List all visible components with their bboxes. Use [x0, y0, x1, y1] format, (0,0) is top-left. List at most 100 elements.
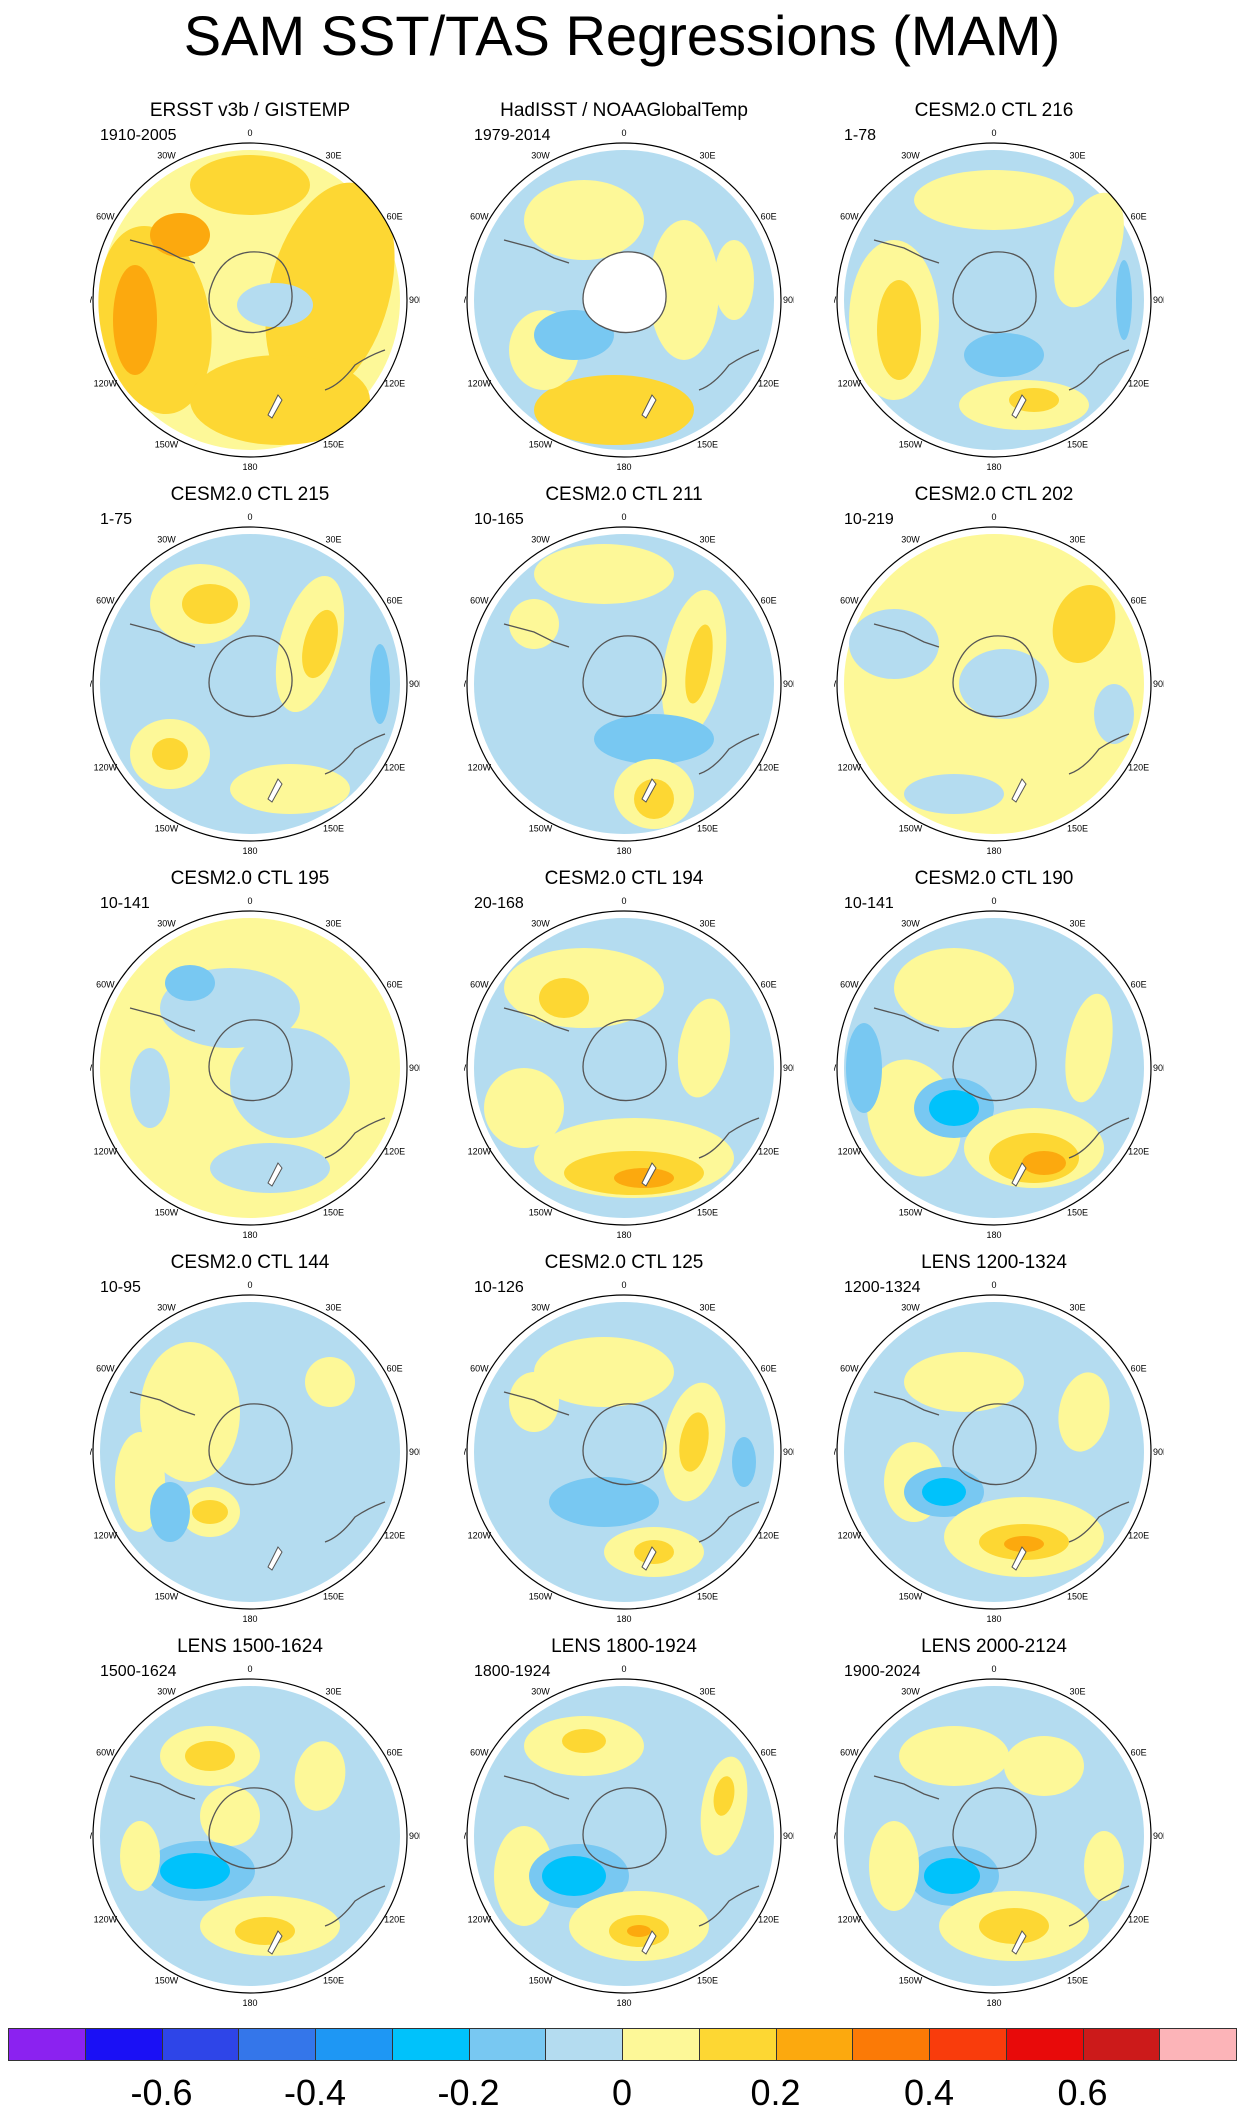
- longitude-label: 30E: [325, 150, 341, 160]
- panel-period: 1910-2005: [100, 127, 177, 144]
- south-america-coastline: [503, 1391, 570, 1416]
- longitude-label: 0: [247, 896, 252, 906]
- longitude-label: 60W: [840, 212, 859, 222]
- longitude-label: 150W: [529, 824, 553, 834]
- anomaly-contour: [509, 1372, 559, 1432]
- anomaly-contour: [677, 998, 731, 1098]
- australia-coastline: [698, 349, 760, 391]
- anomaly-contour: [230, 1028, 350, 1138]
- panel-title: CESM2.0 CTL 215: [170, 484, 330, 505]
- longitude-label: 90W: [90, 1063, 93, 1073]
- longitude-label: 30E: [325, 1686, 341, 1696]
- longitude-label: 30W: [157, 918, 176, 928]
- longitude-label: 60W: [840, 1748, 859, 1758]
- longitude-label: 90E: [1153, 1831, 1164, 1841]
- antarctica-coastline: [208, 1787, 293, 1870]
- map-boundary: [92, 526, 408, 842]
- anomaly-contour: [732, 1437, 756, 1487]
- longitude-label: 30E: [699, 918, 715, 928]
- longitude-label: 0: [247, 128, 252, 138]
- longitude-label: 30E: [325, 1302, 341, 1312]
- longitude-label: 120W: [838, 1915, 862, 1925]
- longitude-label: 90E: [1153, 1063, 1164, 1073]
- anomaly-contour: [130, 1048, 170, 1128]
- anomaly-contour: [685, 624, 713, 704]
- longitude-label: 150E: [1067, 824, 1088, 834]
- longitude-label: 30W: [901, 534, 920, 544]
- longitude-label: 180: [986, 1998, 1001, 2008]
- longitude-label: 30E: [699, 1686, 715, 1696]
- anomaly-contour: [869, 1821, 919, 1911]
- map-boundary: [466, 1678, 782, 1994]
- longitude-label: 150E: [1067, 1592, 1088, 1602]
- longitude-label: 180: [616, 1998, 631, 2008]
- map-panel: 0 30E 60E 90E 120E 150E 180 150W 120W 90W 60W 30W CE…: [834, 868, 1234, 1268]
- longitude-label: 30E: [325, 534, 341, 544]
- panel-title: CESM2.0 CTL 216: [914, 100, 1074, 121]
- longitude-label: 60W: [470, 596, 489, 606]
- longitude-label: 120W: [468, 1915, 492, 1925]
- longitude-label: 30W: [531, 150, 550, 160]
- colorbar-swatch: [84, 2028, 163, 2061]
- longitude-label: 120E: [758, 1915, 779, 1925]
- antarctica-coastline: [952, 1787, 1037, 1870]
- longitude-label: 60E: [387, 212, 403, 222]
- anomaly-contour: [524, 180, 644, 260]
- longitude-label: 120E: [1128, 763, 1149, 773]
- antarctica-coastline: [582, 1787, 667, 1870]
- anomaly-contour: [150, 213, 210, 257]
- map-boundary: [836, 1294, 1152, 1610]
- anomaly-contour: [979, 1908, 1049, 1944]
- panel-period: 1-75: [100, 511, 133, 528]
- south-america-coastline: [873, 1775, 940, 1800]
- longitude-label: 30W: [157, 150, 176, 160]
- anomaly-contour: [235, 1917, 295, 1945]
- longitude-label: 150W: [899, 1976, 923, 1986]
- longitude-label: 150E: [1067, 440, 1088, 450]
- antarctica-coastline: [208, 251, 293, 334]
- anomaly-contour: [113, 265, 157, 375]
- longitude-label: 180: [986, 846, 1001, 856]
- antarctica-coastline: [208, 1403, 293, 1486]
- panel-title: CESM2.0 CTL 211: [545, 484, 703, 505]
- longitude-label: 30W: [531, 534, 550, 544]
- longitude-label: 150W: [155, 824, 179, 834]
- longitude-label: 30W: [901, 150, 920, 160]
- anomaly-contour: [1022, 1151, 1066, 1175]
- south-america-coastline: [503, 1775, 570, 1800]
- new-zealand-coastline: [267, 778, 283, 803]
- south-america-coastline: [873, 1007, 940, 1032]
- new-zealand-coastline: [641, 778, 657, 803]
- longitude-label: 120W: [468, 1147, 492, 1157]
- longitude-label: 30W: [531, 918, 550, 928]
- new-zealand-coastline: [1011, 778, 1027, 803]
- longitude-label: 120E: [758, 1147, 779, 1157]
- longitude-label: 180: [986, 1230, 1001, 1240]
- longitude-label: 30E: [1069, 1302, 1085, 1312]
- panel-period: 1500-1624: [100, 1663, 177, 1680]
- longitude-label: 60E: [387, 980, 403, 990]
- anomaly-contour: [182, 584, 238, 624]
- australia-coastline: [1068, 1501, 1130, 1543]
- anomaly-contour: [713, 1776, 735, 1816]
- longitude-label: 90E: [783, 1063, 794, 1073]
- longitude-label: 180: [242, 846, 257, 856]
- australia-coastline: [698, 1117, 760, 1159]
- colorbar-swatch: [1082, 2028, 1161, 2061]
- anomaly-contour: [959, 649, 1049, 719]
- longitude-label: 120W: [468, 763, 492, 773]
- longitude-label: 120W: [94, 1147, 118, 1157]
- longitude-label: 150E: [323, 440, 344, 450]
- longitude-label: 90W: [464, 1063, 467, 1073]
- panel-period: 10-141: [844, 895, 894, 912]
- longitude-label: 60W: [96, 1748, 115, 1758]
- longitude-label: 120W: [838, 1531, 862, 1541]
- longitude-label: 180: [616, 462, 631, 472]
- longitude-label: 180: [616, 846, 631, 856]
- polar-map: 0 30E 60E 90E 120E 150E 180 150W 120W 90W 60W 30W: [464, 512, 794, 856]
- map-panel: 0 30E 60E 90E 120E 150E 180 150W 120W 90W 60W 30W LE…: [90, 1636, 490, 2036]
- map-panel: 0 30E 60E 90E 120E 150E 180 150W 120W 90W 60W 30W CE…: [90, 1252, 490, 1652]
- anomaly-contour: [924, 1858, 980, 1894]
- longitude-label: 90E: [409, 679, 420, 689]
- polar-map: 0 30E 60E 90E 120E 150E 180 150W 120W 90W 60W 30W: [464, 896, 794, 1240]
